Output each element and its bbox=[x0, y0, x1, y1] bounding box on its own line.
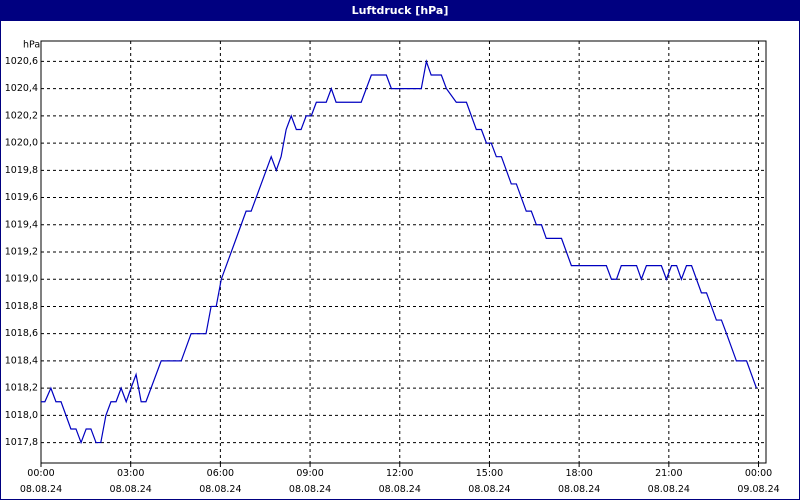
y-tick-label: 1020,4 bbox=[5, 83, 38, 94]
y-tick-label: 1018,0 bbox=[5, 410, 38, 421]
y-tick-label: 1019,4 bbox=[5, 219, 38, 230]
x-tick-label: 00:00 09.08.24 bbox=[737, 468, 780, 495]
x-tick-label: 09:00 08.08.24 bbox=[288, 468, 332, 495]
y-tick-label: 1019,0 bbox=[5, 274, 38, 285]
y-tick-label: 1020,6 bbox=[5, 56, 38, 67]
y-tick-label: 1018,8 bbox=[5, 301, 38, 312]
y-axis-label: hPa bbox=[23, 40, 40, 51]
y-tick-label: 1018,6 bbox=[5, 328, 38, 339]
x-tick-label: 18:00 08.08.24 bbox=[557, 468, 601, 495]
chart-title: Luftdruck [hPa] bbox=[1, 1, 799, 21]
x-tick-label: 12:00 08.08.24 bbox=[378, 468, 421, 495]
x-tick-label: 03:00 08.08.24 bbox=[109, 468, 152, 495]
y-tick-label: 1019,6 bbox=[5, 192, 38, 203]
x-tick-label: 06:00 08.08.24 bbox=[199, 468, 242, 495]
y-tick-label: 1018,4 bbox=[5, 355, 38, 366]
y-tick-label: 1017,8 bbox=[5, 437, 38, 448]
y-tick-label: 1020,2 bbox=[5, 110, 38, 121]
y-tick-label: 1019,2 bbox=[5, 247, 38, 258]
x-tick-label: 00:00 08.08.24 bbox=[19, 468, 63, 495]
x-tick-label: 21:00 08.08.24 bbox=[647, 468, 690, 495]
line-series bbox=[41, 59, 757, 445]
x-tick-label: 15:00 08.08.24 bbox=[468, 468, 511, 495]
y-tick-label: 1019,8 bbox=[5, 165, 38, 176]
y-tick-label: 1020,0 bbox=[5, 138, 38, 149]
y-tick-label: 1018,2 bbox=[5, 383, 38, 394]
